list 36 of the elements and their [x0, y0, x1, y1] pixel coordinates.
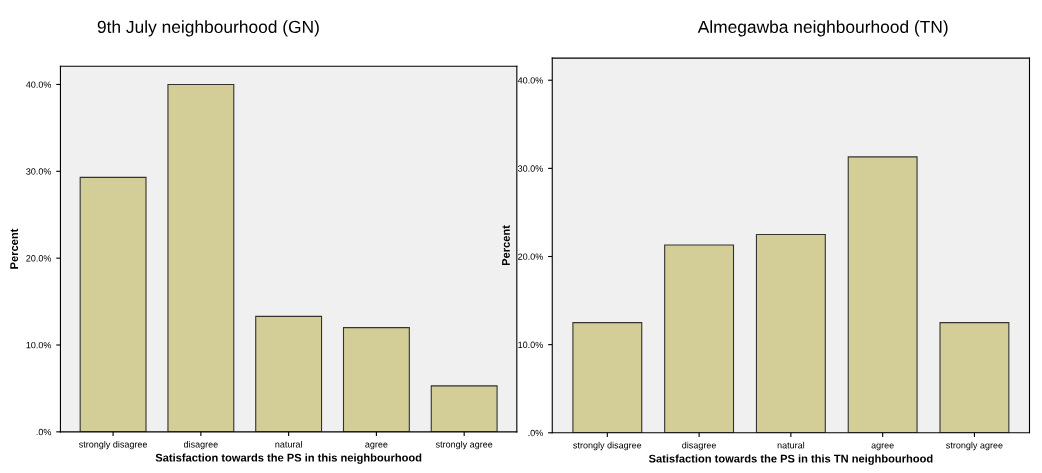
x-tick-label: agree	[871, 443, 894, 451]
y-axis-title: Percent	[502, 225, 510, 266]
x-axis-title: Satisfaction towards the PS in this neighbourhood	[155, 453, 422, 464]
y-tick-label: 20.0%	[26, 255, 52, 262]
bar	[342, 327, 410, 432]
y-tick-label: .0%	[36, 428, 52, 436]
bar	[939, 322, 1010, 433]
x-tick-label: disagree	[682, 441, 717, 451]
x-tick-label: disagree	[183, 440, 218, 450]
bar	[755, 233, 826, 433]
bar	[430, 385, 498, 432]
x-tick-label: agree	[365, 442, 388, 450]
chart-title: 9th July neighbourhood (GN)	[97, 20, 319, 37]
y-tick-label: 20.0%	[518, 253, 543, 260]
bar	[79, 176, 147, 432]
bar	[664, 244, 735, 433]
x-tick-label: strongly agree	[946, 441, 1003, 451]
y-axis-title: Percent	[10, 228, 19, 269]
y-tick-label: 10.0%	[518, 341, 543, 349]
y-tick-label: 40.0%	[517, 77, 543, 84]
bar	[572, 322, 643, 433]
x-tick-label: strongly agree	[435, 440, 493, 450]
x-tick-label: natural	[777, 441, 805, 449]
bar	[847, 156, 918, 433]
y-tick-label: 40.0%	[26, 81, 52, 88]
y-tick-label: 30.0%	[517, 165, 543, 172]
x-tick-label: strongly disagree	[78, 440, 148, 450]
chart-title: Almegawba neighbourhood (TN)	[697, 20, 948, 37]
bar	[255, 315, 323, 432]
x-tick-label: strongly disagree	[573, 441, 642, 451]
y-tick-label: 30.0%	[26, 168, 52, 175]
y-tick-label: 10.0%	[26, 341, 52, 349]
bar	[167, 83, 235, 432]
y-tick-label: .0%	[528, 429, 543, 437]
x-axis-title: Satisfaction towards the PS in this TN neighbourhood	[648, 454, 933, 465]
x-tick-label: natural	[275, 440, 302, 448]
